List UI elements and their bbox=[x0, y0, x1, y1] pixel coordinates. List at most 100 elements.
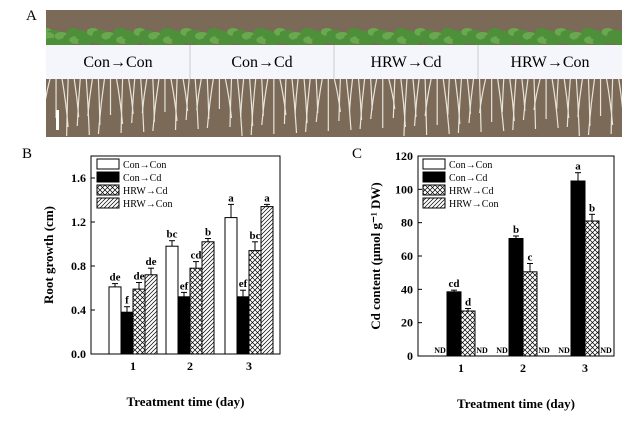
data-label-nd: ND bbox=[476, 346, 488, 355]
x-tick-label: 2 bbox=[520, 361, 526, 375]
bar bbox=[108, 286, 122, 355]
panel-label-a: A bbox=[26, 8, 37, 24]
data-label-nd: ND bbox=[558, 346, 570, 355]
root bbox=[575, 78, 580, 137]
root bbox=[250, 78, 257, 136]
root bbox=[587, 78, 596, 136]
data-label: b bbox=[513, 224, 519, 236]
legend-swatch bbox=[96, 158, 120, 170]
root bbox=[224, 78, 233, 119]
strip-label: Con→Cd bbox=[231, 54, 292, 71]
root bbox=[479, 78, 487, 114]
root bbox=[115, 78, 124, 125]
root bbox=[359, 78, 366, 130]
y-tick-label: 1.6 bbox=[71, 171, 86, 185]
legend-label: Con→Cd bbox=[123, 173, 161, 184]
root bbox=[66, 78, 69, 137]
root bbox=[447, 78, 450, 116]
bar bbox=[177, 296, 191, 355]
root bbox=[454, 78, 461, 125]
data-label: cd bbox=[191, 250, 202, 262]
root bbox=[196, 78, 202, 111]
root bbox=[400, 78, 406, 128]
legend-swatch bbox=[96, 171, 120, 183]
plot-frame bbox=[417, 155, 615, 357]
root bbox=[291, 78, 298, 134]
legend-label: HRW→Con bbox=[449, 199, 498, 210]
y-tick-label: 40 bbox=[401, 282, 413, 296]
root bbox=[388, 78, 396, 110]
root bbox=[315, 78, 323, 123]
bar bbox=[120, 311, 134, 355]
panel-label-c: C bbox=[352, 146, 363, 162]
root bbox=[551, 78, 559, 129]
root bbox=[566, 78, 571, 128]
root bbox=[240, 78, 245, 118]
root bbox=[294, 78, 299, 115]
x-axis-label: Treatment time (day) bbox=[127, 394, 245, 409]
root bbox=[185, 78, 190, 121]
data-label: d bbox=[465, 297, 471, 309]
x-tick-label: 3 bbox=[582, 361, 588, 375]
data-label: de bbox=[134, 271, 145, 283]
root bbox=[305, 78, 311, 133]
strip-label: Con→Con bbox=[83, 54, 152, 71]
data-label: c bbox=[528, 252, 533, 264]
data-label: bc bbox=[250, 230, 261, 242]
strip-label: HRW→Con bbox=[510, 54, 589, 71]
root bbox=[442, 78, 450, 135]
root bbox=[174, 78, 178, 131]
root bbox=[457, 78, 462, 134]
x-tick-label: 1 bbox=[458, 361, 464, 375]
root bbox=[236, 78, 243, 137]
root bbox=[141, 78, 148, 114]
bar bbox=[570, 180, 586, 357]
data-label: ef bbox=[239, 278, 248, 290]
y-tick-label: 0.4 bbox=[71, 303, 86, 317]
data-label: a bbox=[575, 161, 581, 173]
data-label: bc bbox=[167, 229, 178, 241]
legend-swatch bbox=[96, 184, 120, 196]
root bbox=[468, 78, 475, 124]
data-label: de bbox=[110, 272, 121, 284]
bar bbox=[132, 288, 146, 355]
bar bbox=[189, 267, 203, 355]
root bbox=[85, 78, 90, 136]
bar bbox=[236, 296, 250, 355]
strip-label: HRW→Cd bbox=[370, 54, 441, 71]
root bbox=[413, 78, 420, 127]
leaf bbox=[46, 32, 55, 40]
root bbox=[120, 78, 124, 134]
root bbox=[522, 78, 529, 121]
bar bbox=[248, 250, 262, 355]
root bbox=[338, 78, 341, 122]
root bbox=[370, 78, 378, 120]
seedling-roots bbox=[46, 78, 622, 137]
root bbox=[497, 78, 505, 132]
legend-swatch bbox=[96, 197, 120, 209]
y-tick-label: 120 bbox=[395, 149, 413, 163]
root bbox=[610, 78, 614, 135]
y-tick-label: 0.8 bbox=[71, 259, 86, 273]
y-tick-label: 20 bbox=[401, 316, 413, 330]
leaf bbox=[607, 30, 622, 38]
leaf bbox=[613, 36, 622, 46]
root bbox=[392, 78, 396, 119]
bar bbox=[144, 274, 158, 355]
bar bbox=[165, 245, 179, 355]
root bbox=[556, 78, 559, 110]
bar bbox=[522, 271, 538, 357]
x-axis-label: Treatment time (day) bbox=[457, 396, 575, 411]
root bbox=[97, 78, 106, 135]
root bbox=[533, 78, 541, 111]
bar bbox=[201, 241, 215, 355]
panel-label-b: B bbox=[22, 146, 33, 162]
legend-swatch bbox=[422, 184, 446, 196]
root bbox=[618, 78, 622, 109]
legend-label: Con→Con bbox=[449, 160, 492, 171]
x-tick-label: 2 bbox=[187, 359, 193, 373]
data-label: a bbox=[228, 192, 234, 204]
data-label-nd: ND bbox=[600, 346, 612, 355]
data-label-nd: ND bbox=[496, 346, 508, 355]
legend-label: HRW→Con bbox=[123, 199, 172, 210]
